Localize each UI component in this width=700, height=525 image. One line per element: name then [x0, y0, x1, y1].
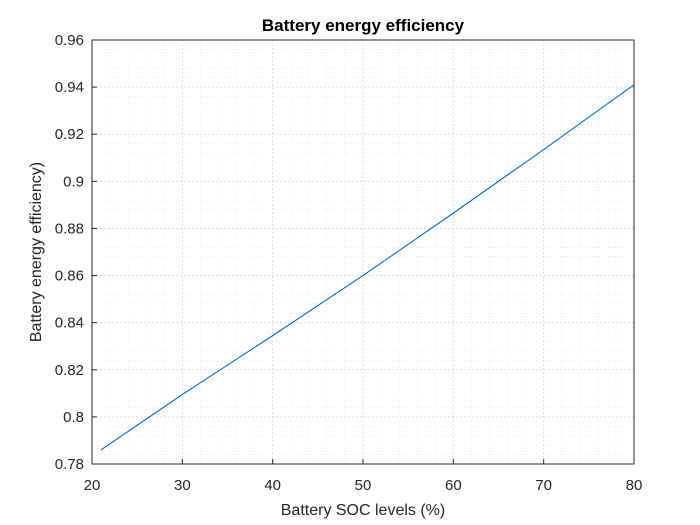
x-axis-ticks: 20 30 40 50 60 70 80 — [84, 459, 643, 494]
y-tick-label: 0.88 — [55, 220, 84, 237]
x-axis-label: Battery SOC levels (%) — [281, 502, 445, 519]
y-tick-label: 0.8 — [63, 409, 84, 426]
y-tick-label: 0.84 — [55, 315, 84, 332]
y-tick-label: 0.86 — [55, 268, 84, 285]
y-tick-label: 0.92 — [55, 126, 84, 143]
chart-title: Battery energy efficiency — [262, 16, 465, 35]
plot-area: 20 30 40 50 60 70 80 0.780.80.820.840.860.880.… — [55, 32, 643, 494]
series-line — [100, 84, 635, 451]
y-tick-label: 0.94 — [55, 79, 84, 96]
series-layer — [100, 84, 635, 451]
x-tick-label: 80 — [626, 477, 643, 494]
x-tick-label: 30 — [174, 477, 191, 494]
y-tick-label: 0.82 — [55, 362, 84, 379]
x-tick-label: 70 — [535, 477, 552, 494]
x-tick-label: 60 — [445, 477, 462, 494]
x-tick-label: 50 — [355, 477, 372, 494]
x-tick-label: 40 — [264, 477, 281, 494]
y-tick-label: 0.9 — [63, 173, 84, 190]
y-axis-label: Battery energy efficiency) — [28, 162, 45, 342]
y-tick-label: 0.78 — [55, 456, 84, 473]
x-tick-label: 20 — [84, 477, 101, 494]
y-tick-label: 0.96 — [55, 32, 84, 49]
y-axis-ticks: 0.78 0.8 0.82 0.84 0.86 0.88 0.9 0.92 0.94 0.96 — [55, 32, 97, 473]
